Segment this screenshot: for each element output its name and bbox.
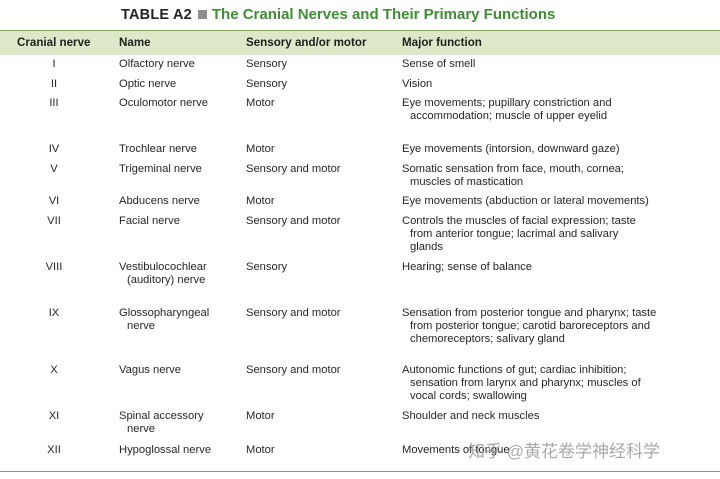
nerve-name: Facial nerve (119, 215, 180, 227)
nerve-function: Eye movements (intorsion, downward gaze) (402, 143, 620, 155)
nerve-number: XII (47, 444, 61, 456)
table-label: TABLE A2 (121, 7, 192, 23)
nerve-number: VI (48, 195, 60, 207)
nerve-function: Vision (402, 78, 433, 90)
page-title: The Cranial Nerves and Their Primary Fun… (211, 6, 556, 23)
nerve-type: Motor (246, 444, 275, 456)
nerve-number: III (49, 97, 59, 109)
table-title: TABLE A2 The Cranial Nerves and Their Pri… (121, 6, 555, 26)
column-header-cranial-nerve: Cranial nerve (17, 36, 91, 49)
column-header-sensory-motor: Sensory and/or motor (246, 36, 367, 49)
watermark: 知乎 @黄花卷学神经科学 (468, 442, 660, 461)
nerve-type: Sensory and motor (246, 307, 341, 319)
nerve-function: Movements of tongue (402, 444, 510, 456)
nerve-number: I (52, 58, 56, 70)
nerve-function: Eye movements (abduction or lateral move… (402, 195, 649, 207)
nerve-function: Controls the muscles of facial expressio… (402, 215, 636, 253)
nerve-name: Vagus nerve (119, 364, 181, 376)
nerve-function: Shoulder and neck muscles (402, 410, 540, 422)
nerve-function: Hearing; sense of balance (402, 261, 532, 273)
bottom-rule (0, 471, 720, 472)
nerve-function: Autonomic functions of gut; cardiac inhi… (402, 364, 641, 402)
nerve-name: Trigeminal nerve (119, 163, 202, 175)
nerve-number: IV (48, 143, 60, 155)
nerve-name: Trochlear nerve (119, 143, 197, 155)
title-square-icon (197, 9, 207, 19)
nerve-number: X (50, 364, 58, 376)
nerve-name: Optic nerve (119, 78, 177, 90)
nerve-type: Motor (246, 195, 275, 207)
nerve-function: Sensation from posterior tongue and phar… (402, 307, 657, 345)
nerve-number: VII (47, 215, 61, 227)
nerve-name: Hypoglossal nerve (119, 444, 212, 456)
nerve-name: Glossopharyngeal nerve (119, 307, 210, 332)
nerve-type: Motor (246, 143, 275, 155)
nerve-number: XI (48, 410, 60, 422)
nerve-number: V (50, 163, 58, 175)
nerve-function: Sense of smell (402, 58, 476, 70)
nerve-type: Sensory and motor (246, 163, 341, 175)
nerve-type: Sensory (246, 58, 288, 70)
nerve-function: Somatic sensation from face, mouth, corn… (402, 163, 624, 188)
nerve-type: Sensory and motor (246, 364, 341, 376)
nerve-name: Spinal accessory nerve (119, 410, 204, 435)
nerve-name: Olfactory nerve (119, 58, 195, 70)
nerve-number: IX (48, 307, 60, 319)
nerve-function: Eye movements; pupillary constriction an… (402, 97, 612, 122)
nerve-name: Abducens nerve (119, 195, 200, 207)
nerve-type: Sensory (246, 78, 288, 90)
nerve-type: Motor (246, 97, 275, 109)
nerve-type: Sensory (246, 261, 288, 273)
table-header: Cranial nerve Name Sensory and/or motor … (0, 30, 720, 55)
nerve-type: Sensory and motor (246, 215, 341, 227)
nerve-name: Vestibulocochlear (auditory) nerve (119, 261, 207, 286)
column-header-name: Name (119, 36, 151, 49)
nerve-number: II (50, 78, 58, 90)
nerve-name: Oculomotor nerve (119, 97, 208, 109)
nerve-type: Motor (246, 410, 275, 422)
column-header-major-function: Major function (402, 36, 482, 49)
nerve-number: VIII (45, 261, 63, 273)
